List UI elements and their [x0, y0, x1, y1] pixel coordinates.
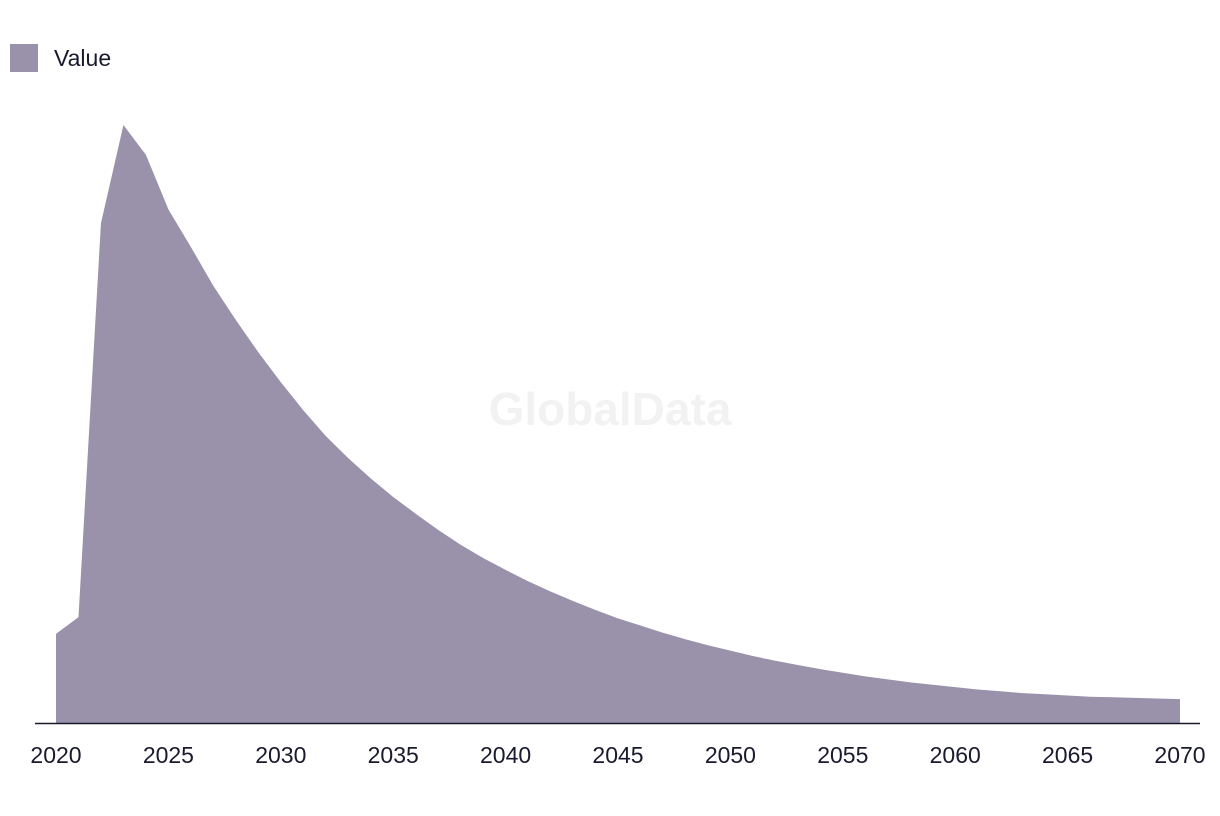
x-axis-tick-labels: 2020 2025 2030 2035 2040 2045 2050 2055 2060 2065… — [30, 742, 1205, 768]
area-series-value — [56, 125, 1180, 723]
x-tick-label-2055: 2055 — [817, 742, 868, 768]
x-tick-label-2040: 2040 — [480, 742, 531, 768]
x-tick-label-2070: 2070 — [1154, 742, 1205, 768]
x-tick-label-2065: 2065 — [1042, 742, 1093, 768]
x-tick-label-2045: 2045 — [592, 742, 643, 768]
x-tick-label-2020: 2020 — [30, 742, 81, 768]
legend: Value — [10, 44, 111, 72]
area-series-layer — [56, 125, 1180, 723]
watermark-text: GlobalData — [489, 383, 732, 435]
x-tick-label-2035: 2035 — [368, 742, 419, 768]
legend-label: Value — [54, 45, 112, 71]
x-tick-label-2050: 2050 — [705, 742, 756, 768]
x-tick-label-2060: 2060 — [930, 742, 981, 768]
x-tick-label-2030: 2030 — [255, 742, 306, 768]
x-tick-label-2025: 2025 — [143, 742, 194, 768]
legend-swatch — [10, 44, 38, 72]
